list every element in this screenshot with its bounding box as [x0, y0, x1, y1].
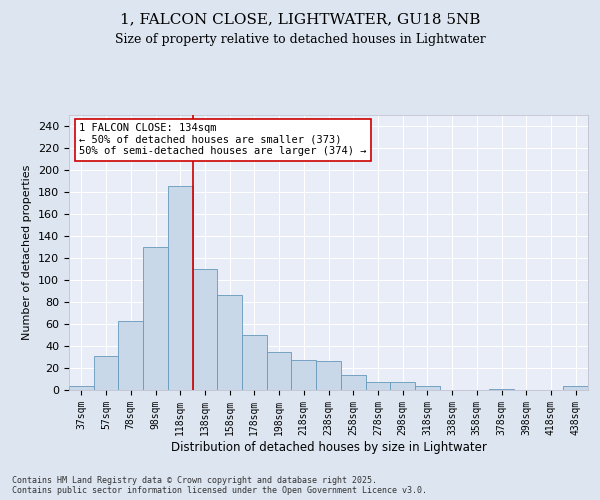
Bar: [316, 362, 341, 390]
Bar: [341, 374, 365, 390]
Bar: [365, 382, 390, 390]
Bar: [94, 356, 118, 390]
Bar: [69, 386, 94, 390]
Bar: [118, 320, 143, 390]
Bar: [489, 389, 514, 390]
Y-axis label: Number of detached properties: Number of detached properties: [22, 165, 32, 340]
Bar: [390, 382, 415, 390]
Bar: [292, 360, 316, 390]
Bar: [193, 269, 217, 390]
Text: 1 FALCON CLOSE: 134sqm
← 50% of detached houses are smaller (373)
50% of semi-de: 1 FALCON CLOSE: 134sqm ← 50% of detached…: [79, 123, 367, 156]
X-axis label: Distribution of detached houses by size in Lightwater: Distribution of detached houses by size …: [170, 440, 487, 454]
Bar: [168, 186, 193, 390]
Bar: [217, 296, 242, 390]
Bar: [242, 335, 267, 390]
Text: Contains HM Land Registry data © Crown copyright and database right 2025.
Contai: Contains HM Land Registry data © Crown c…: [12, 476, 427, 495]
Bar: [563, 386, 588, 390]
Text: 1, FALCON CLOSE, LIGHTWATER, GU18 5NB: 1, FALCON CLOSE, LIGHTWATER, GU18 5NB: [120, 12, 480, 26]
Bar: [415, 386, 440, 390]
Text: Size of property relative to detached houses in Lightwater: Size of property relative to detached ho…: [115, 32, 485, 46]
Bar: [143, 247, 168, 390]
Bar: [267, 352, 292, 390]
